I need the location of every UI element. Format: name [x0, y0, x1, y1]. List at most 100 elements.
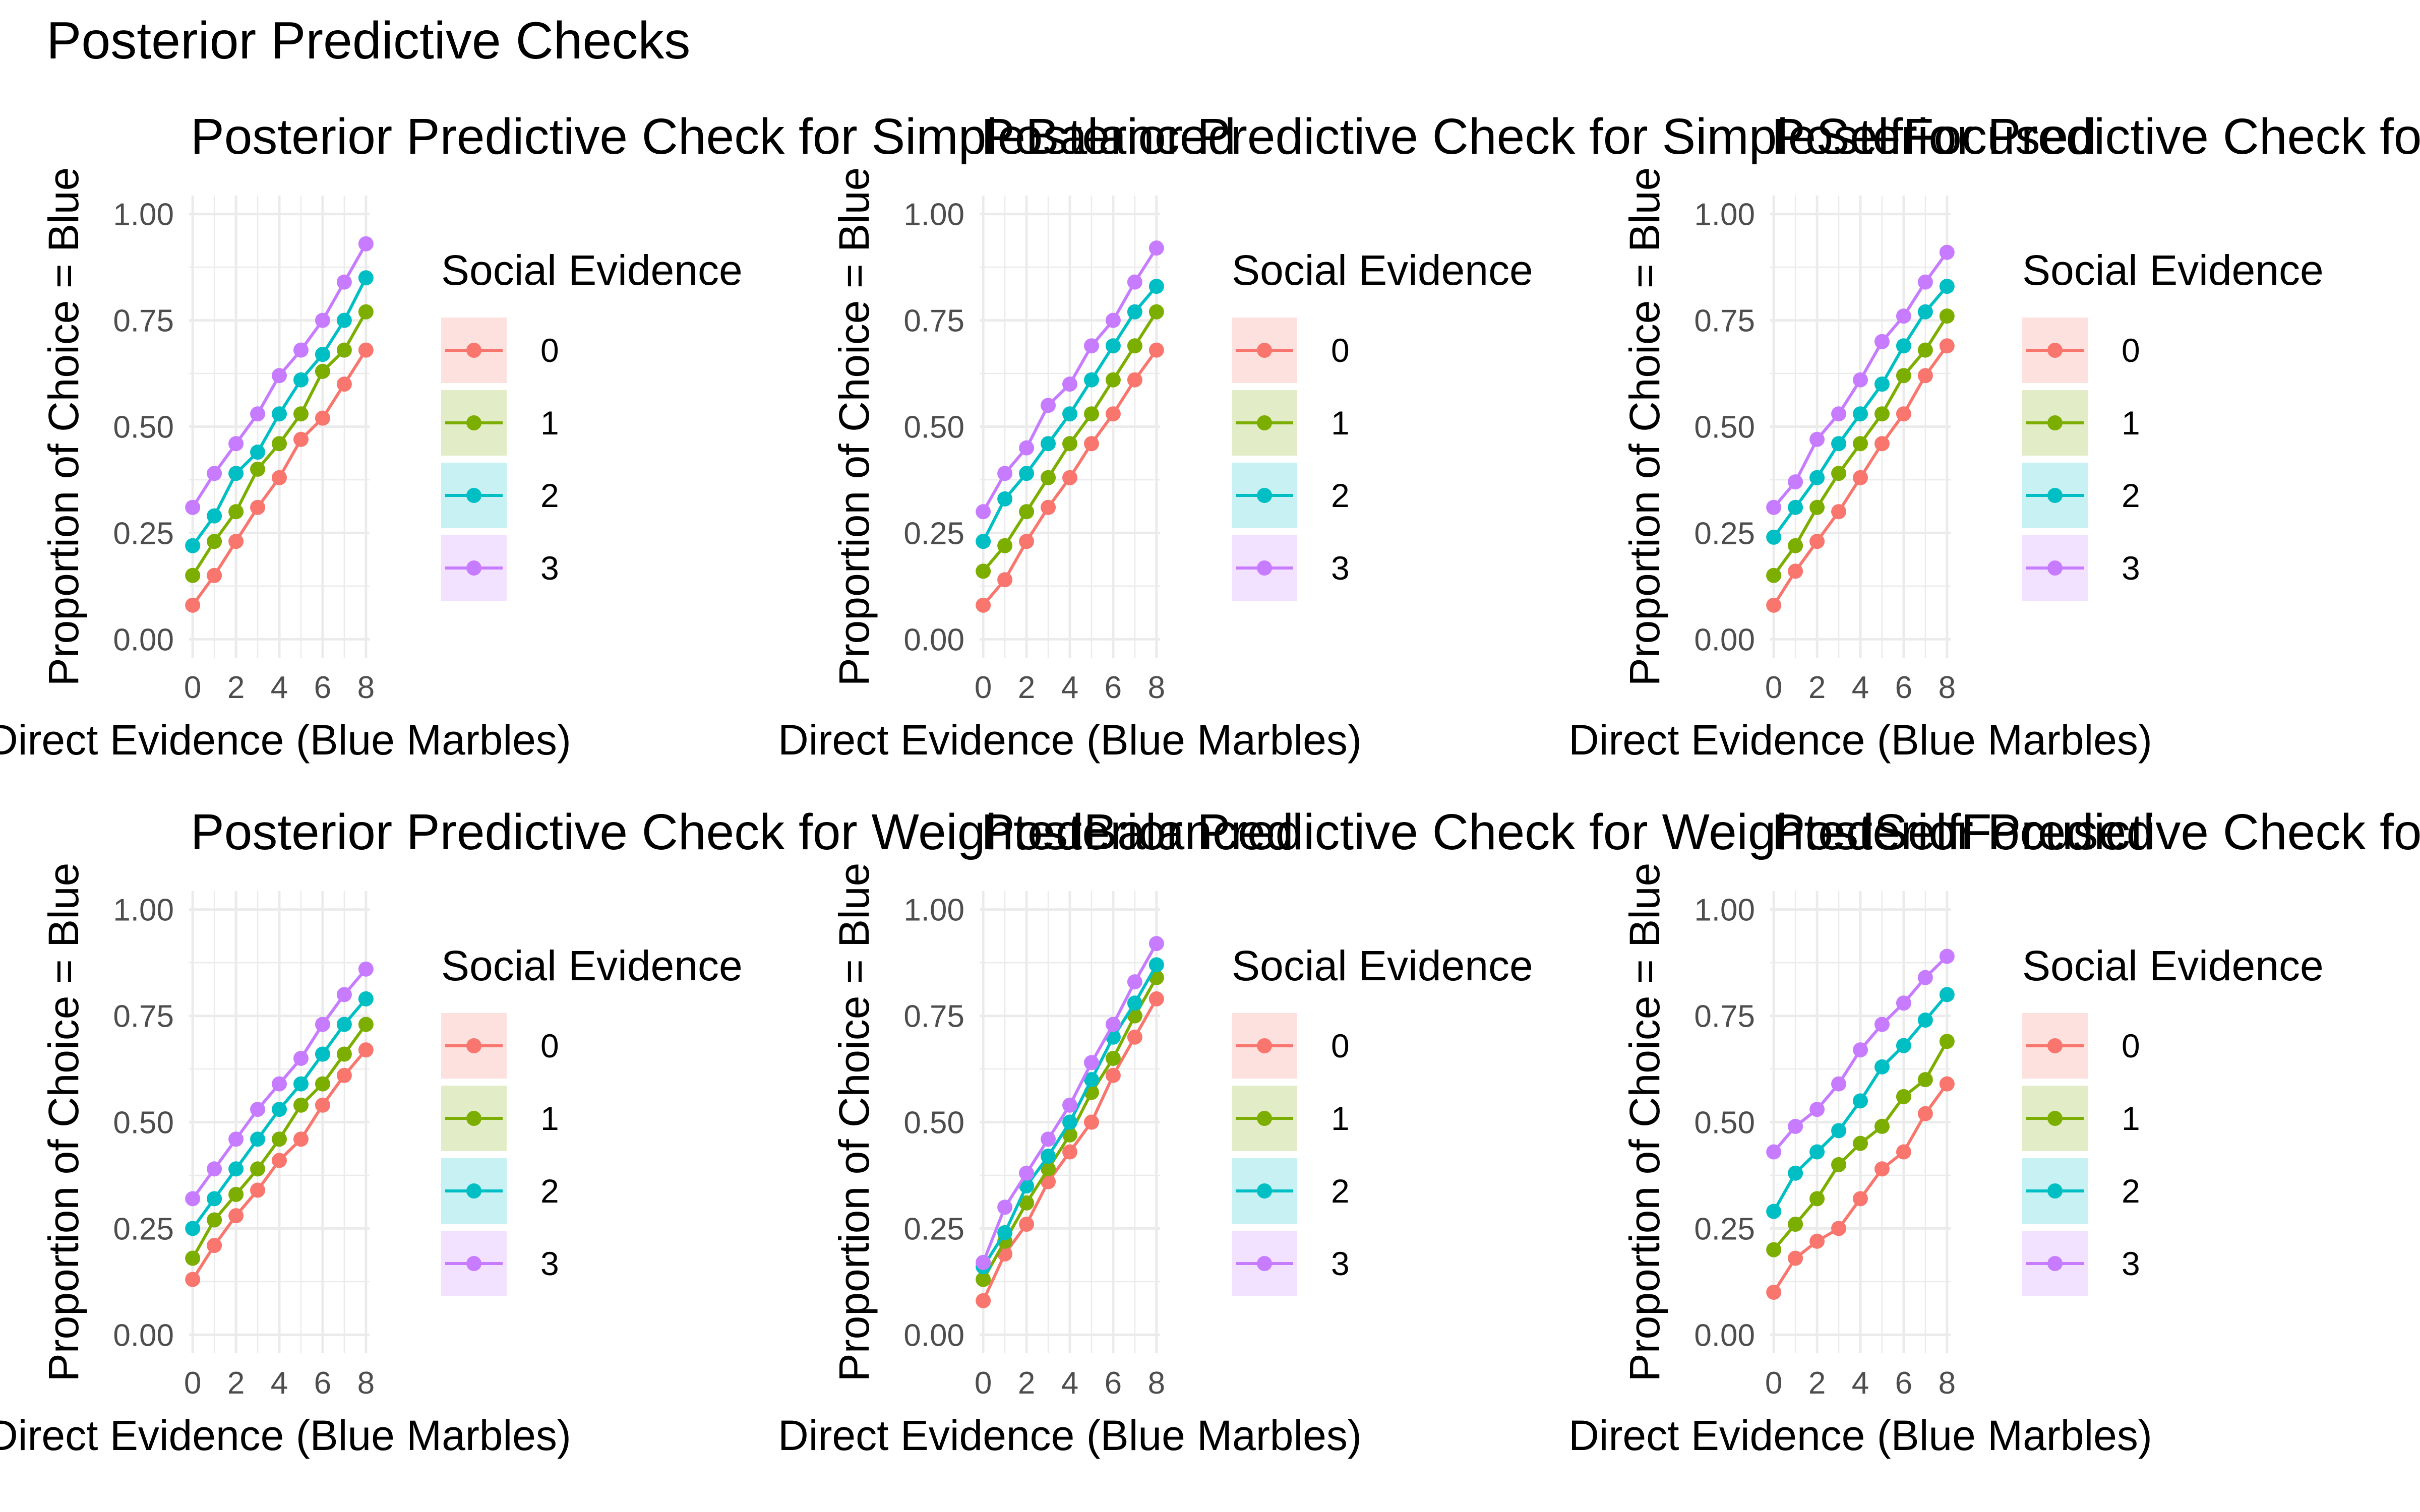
data-point — [1917, 368, 1933, 384]
data-point — [1041, 1161, 1056, 1177]
x-tick-label: 0 — [975, 1366, 992, 1401]
data-point — [228, 1131, 244, 1147]
data-point — [1809, 1102, 1825, 1117]
x-tick-label: 0 — [975, 670, 992, 705]
data-point — [1831, 504, 1847, 520]
data-point — [1062, 1127, 1077, 1143]
y-axis-title: Proportion of Choice = Blue — [1621, 167, 1668, 686]
y-tick-label: 0.00 — [903, 622, 964, 657]
y-tick-label: 0.25 — [113, 516, 174, 551]
y-tick-label: 0.75 — [113, 304, 174, 339]
data-point — [1127, 1029, 1142, 1045]
data-point — [1766, 1144, 1782, 1160]
data-point — [1809, 534, 1825, 549]
data-point — [250, 406, 266, 422]
legend-label-0: 0 — [2122, 1027, 2140, 1064]
data-point — [293, 431, 309, 447]
legend-title: Social Evidence — [1232, 942, 1533, 989]
y-axis-title: Proportion of Choice = Blue — [830, 863, 878, 1382]
data-point — [1766, 499, 1782, 515]
legend-label-2: 2 — [1331, 1172, 1350, 1210]
legend-key-point — [2047, 488, 2063, 503]
legend-key-point — [1257, 343, 1272, 358]
x-tick-label: 2 — [1808, 670, 1826, 705]
data-point — [1874, 406, 1890, 422]
data-point — [272, 1102, 287, 1117]
data-point — [1127, 1008, 1142, 1024]
legend-key-point — [2047, 1038, 2063, 1053]
data-point — [1831, 1076, 1847, 1092]
data-point — [1127, 372, 1142, 388]
plot-title: Posterior Predictive Check for SimpleSoc… — [1772, 108, 2420, 165]
x-tick-label: 2 — [1018, 670, 1035, 705]
x-tick-label: 4 — [271, 1366, 288, 1401]
data-point — [1874, 436, 1890, 452]
legend-label-3: 3 — [2122, 549, 2140, 587]
data-point — [207, 1161, 222, 1177]
data-point — [1019, 1165, 1035, 1181]
data-point — [1831, 436, 1847, 452]
data-point — [315, 347, 330, 362]
data-point — [1853, 470, 1868, 485]
data-point — [1041, 470, 1056, 485]
data-point — [250, 1161, 266, 1177]
y-tick-label: 0.50 — [113, 410, 174, 445]
data-point — [1917, 970, 1933, 985]
data-point — [1062, 1144, 1077, 1160]
data-point — [1083, 372, 1099, 388]
x-tick-label: 4 — [1852, 670, 1869, 705]
data-point — [976, 597, 991, 613]
data-point — [1127, 304, 1142, 320]
data-point — [207, 1238, 222, 1253]
y-tick-label: 1.00 — [903, 893, 964, 928]
x-tick-label: 4 — [1061, 1366, 1078, 1401]
data-point — [185, 1221, 201, 1236]
legend: Social Evidence 0 1 2 3 — [441, 942, 743, 1296]
legend-key-point — [1257, 560, 1272, 576]
legend-label-2: 2 — [1331, 477, 1350, 514]
x-axis-title: Direct Evidence (Blue Marbles) — [778, 716, 1362, 764]
legend-label-2: 2 — [540, 1172, 559, 1210]
data-point — [1148, 957, 1164, 973]
data-point — [1766, 529, 1782, 545]
data-point — [185, 1191, 201, 1207]
data-point — [1788, 474, 1803, 490]
data-point — [1874, 334, 1890, 349]
data-point — [1788, 1216, 1803, 1232]
data-point — [1127, 274, 1142, 290]
data-point — [315, 1097, 330, 1113]
data-point — [272, 1153, 287, 1168]
data-point — [1831, 1157, 1847, 1172]
data-point — [293, 372, 309, 388]
data-point — [1041, 499, 1056, 515]
data-point — [1853, 1136, 1868, 1151]
legend-key-point — [1257, 415, 1272, 430]
data-point — [228, 436, 244, 452]
y-tick-label: 0.75 — [113, 999, 174, 1034]
data-point — [358, 961, 374, 977]
data-point — [250, 1182, 266, 1198]
y-axis-title: Proportion of Choice = Blue — [1621, 863, 1668, 1382]
x-tick-label: 0 — [1765, 670, 1782, 705]
y-tick-label: 0.00 — [903, 1318, 964, 1353]
legend-label-0: 0 — [540, 332, 559, 369]
y-axis-title: Proportion of Choice = Blue — [40, 167, 87, 686]
data-point — [1105, 1017, 1121, 1032]
legend-label-1: 1 — [1331, 1100, 1350, 1137]
data-point — [272, 1076, 287, 1092]
data-point — [1809, 499, 1825, 515]
data-point — [1939, 1076, 1955, 1092]
legend-key-point — [466, 560, 481, 576]
data-point — [976, 534, 991, 549]
x-tick-label: 8 — [357, 1366, 375, 1401]
data-point — [358, 270, 374, 286]
y-axis-title: Proportion of Choice = Blue — [830, 167, 878, 686]
legend: Social Evidence 0 1 2 3 — [1232, 246, 1533, 601]
legend: Social Evidence 0 1 2 3 — [2022, 942, 2324, 1296]
legend-key-point — [2047, 1111, 2063, 1126]
data-point — [1019, 534, 1035, 549]
legend: Social Evidence 0 1 2 3 — [1232, 942, 1533, 1296]
data-point — [185, 597, 201, 613]
